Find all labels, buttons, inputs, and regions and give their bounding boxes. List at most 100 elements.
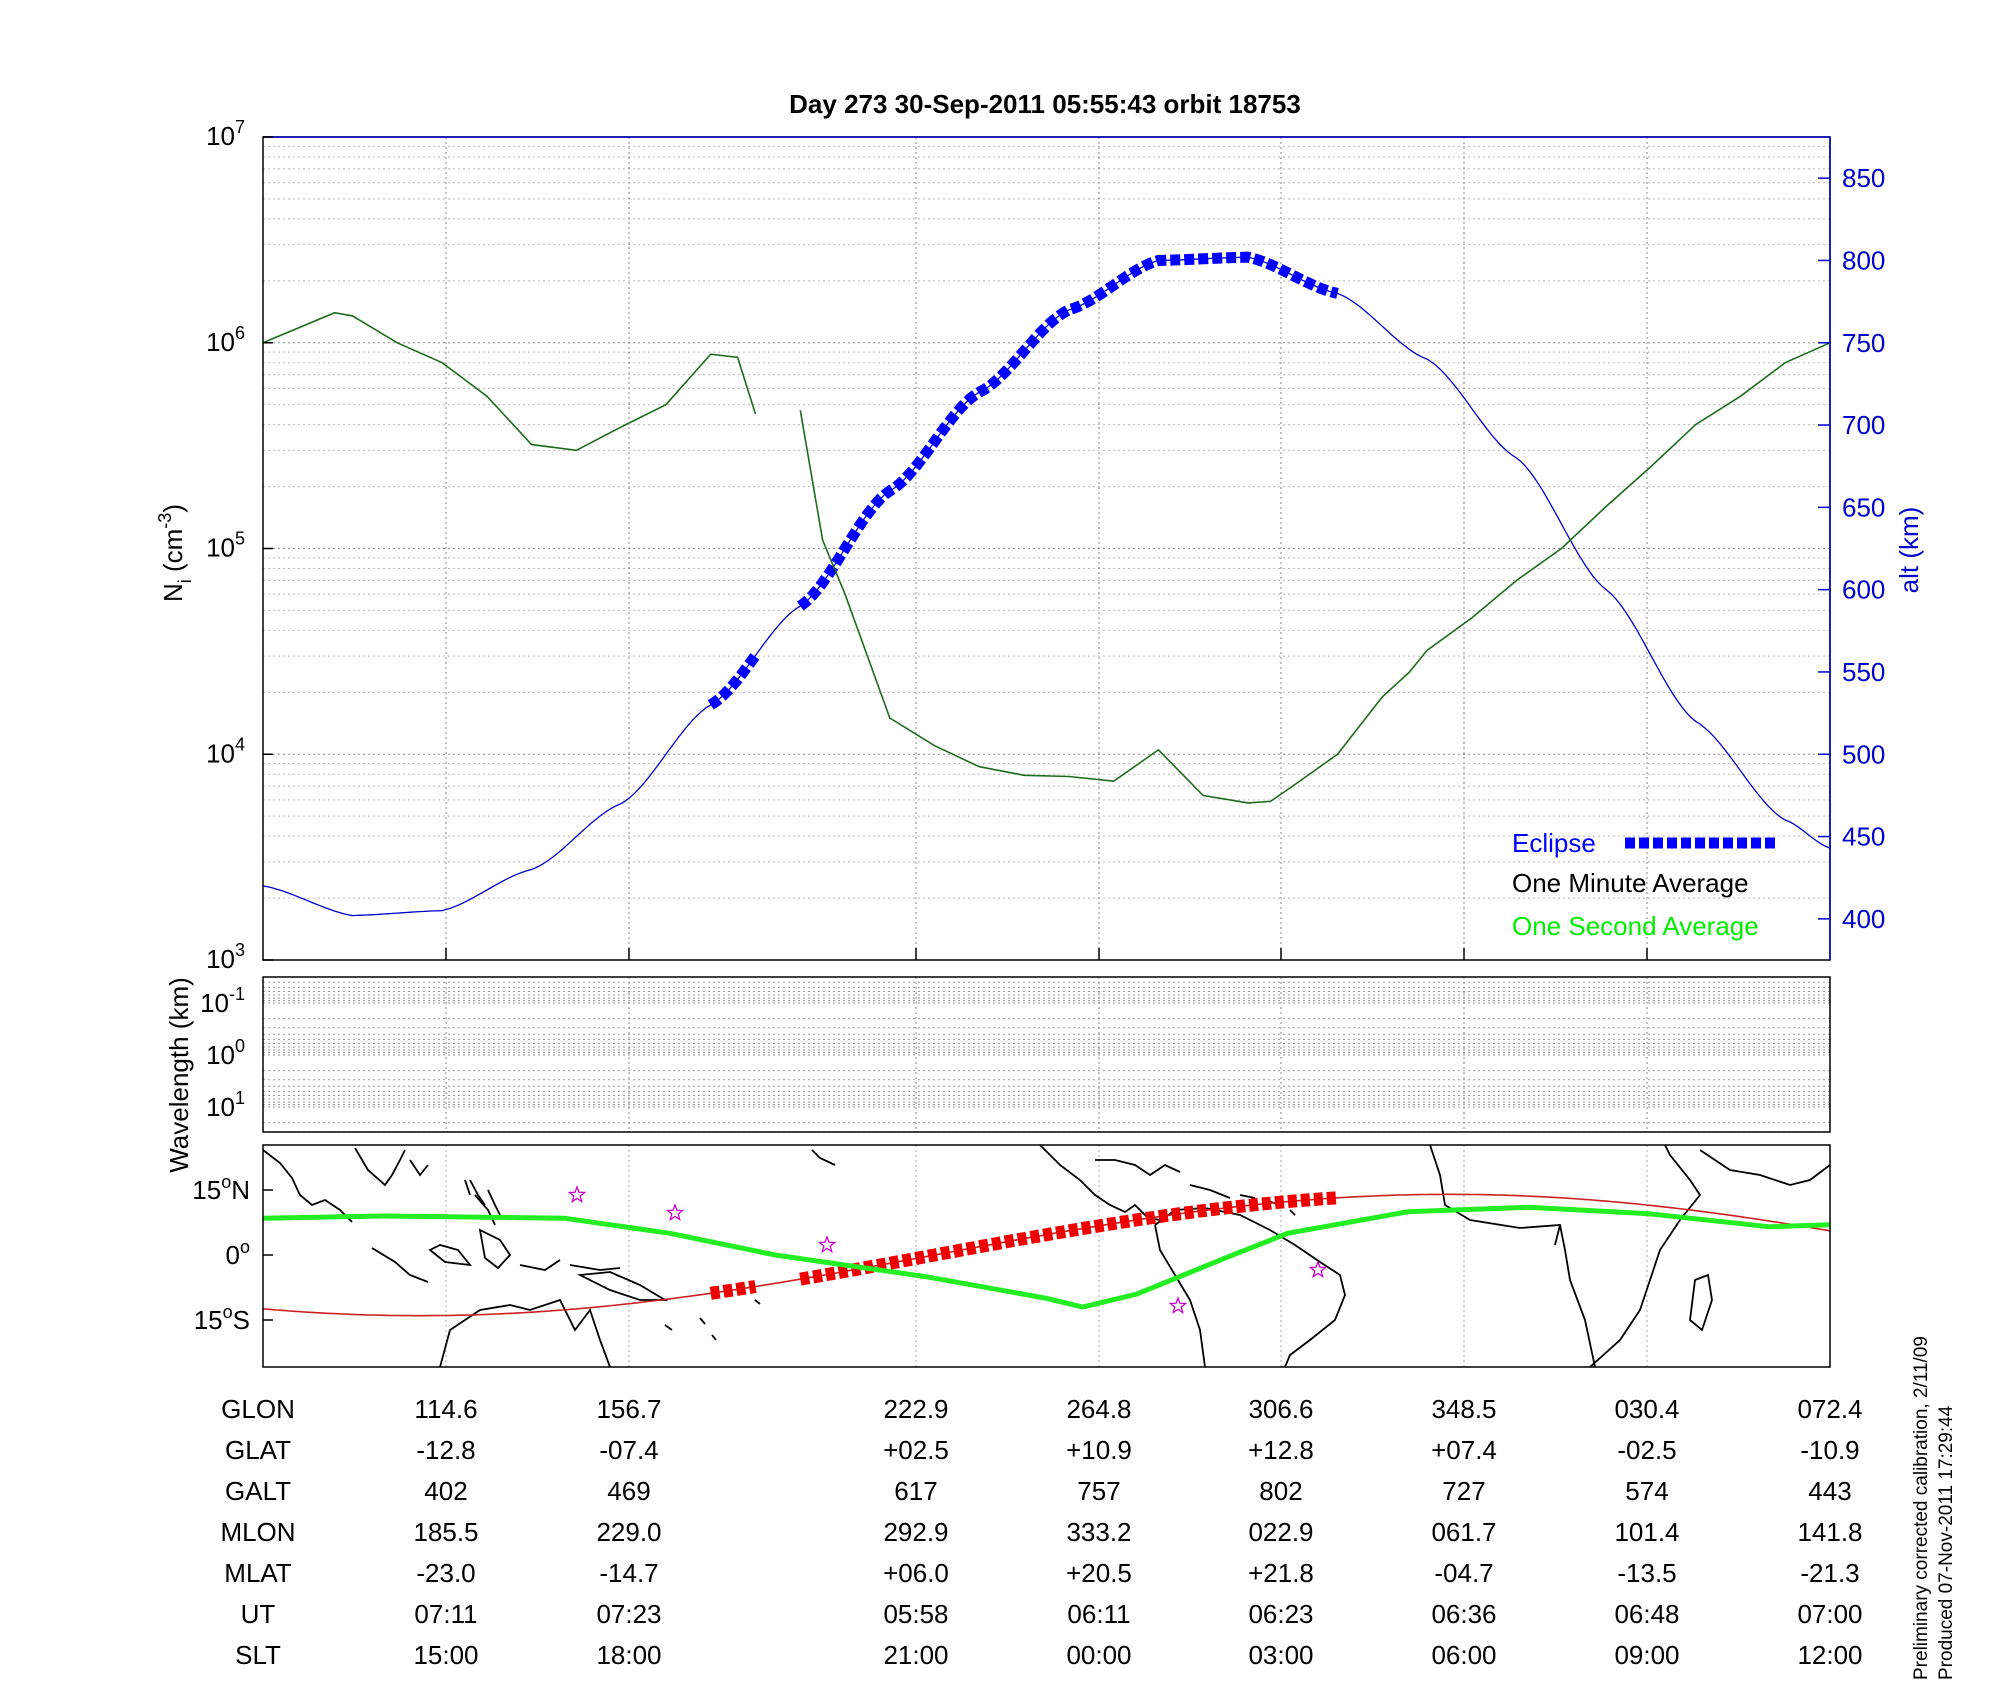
- top-right-y-ticks: 400 450 500 550 600 650 700 750 800 850: [445, 163, 1885, 960]
- coast-philippines: [469, 1179, 501, 1216]
- table-row-label: MLAT: [224, 1558, 292, 1588]
- density-curve-part-2: [799, 342, 1830, 804]
- top-panel: 103 104 105 106 107 400 450 500 550 600 650 700 750…: [155, 117, 1924, 974]
- coast-pacific-islands: [664, 1149, 836, 1341]
- top-left-y-ticks: 103 104 105 106 107: [206, 117, 273, 974]
- magnetic-equator: [263, 1204, 1830, 1310]
- altitude-curve: [263, 256, 1830, 917]
- eclipse-segment-1: [707, 652, 760, 710]
- wavelength-y-axis-label: Wavelength (km): [164, 977, 194, 1173]
- map-latitude-ticks: 15oN 0o 15oS: [192, 1172, 273, 1335]
- coast-arabia: [1699, 1149, 1830, 1186]
- table-cell: 222.9: [883, 1394, 948, 1424]
- top-panel-grid: [263, 137, 1830, 961]
- table-cell: 12:00: [1797, 1640, 1862, 1670]
- table-cell: -14.7: [599, 1558, 658, 1588]
- table-row-label: MLON: [220, 1517, 295, 1547]
- right-y-axis-label: alt (km): [1894, 507, 1924, 594]
- table-cell: 574: [1625, 1476, 1668, 1506]
- right-tick-label: 650: [1842, 492, 1885, 522]
- lat-tick-label: 15oN: [192, 1172, 250, 1205]
- table-cell: 21:00: [883, 1640, 948, 1670]
- legend: Eclipse One Minute Average One Second Av…: [1512, 828, 1778, 941]
- table-cell: -23.0: [416, 1558, 475, 1588]
- table-cell: 292.9: [883, 1517, 948, 1547]
- table-cell: +20.5: [1066, 1558, 1132, 1588]
- map-panel: 15oN 0o 15oS: [192, 1144, 1831, 1368]
- table-cell: -04.7: [1434, 1558, 1493, 1588]
- orbit-parameter-table: GLON 114.6 156.7 222.9 264.8 306.6 348.5 030.4 0…: [220, 1394, 1862, 1670]
- right-tick-label: 800: [1842, 245, 1885, 275]
- table-cell: 022.9: [1248, 1517, 1313, 1547]
- legend-one-second-label: One Second Average: [1512, 911, 1759, 941]
- right-tick-label: 400: [1842, 904, 1885, 934]
- table-cell: 402: [424, 1476, 467, 1506]
- table-cell: 06:11: [1067, 1599, 1130, 1629]
- wavelength-tick-label: 100: [206, 1036, 245, 1070]
- table-cell: +10.9: [1066, 1435, 1132, 1465]
- table-cell: 348.5: [1431, 1394, 1496, 1424]
- table-row-label: UT: [241, 1599, 276, 1629]
- station-star-icon: [817, 1235, 837, 1253]
- y-tick-label: 103: [206, 940, 245, 974]
- table-cell: 185.5: [413, 1517, 478, 1547]
- wavelength-tick-label: 101: [206, 1088, 245, 1122]
- right-tick-label: 700: [1842, 410, 1885, 440]
- table-cell: 072.4: [1797, 1394, 1862, 1424]
- produced-note: Produced 07-Nov-2011 17:29:44: [1936, 1405, 1957, 1680]
- table-cell: 09:00: [1614, 1640, 1679, 1670]
- table-row-label: GLAT: [225, 1435, 291, 1465]
- chart-title: Day 273 30-Sep-2011 05:55:43 orbit 18753: [789, 89, 1301, 119]
- map-panel-frame: [262, 1144, 1831, 1368]
- wavelength-panel-frame: [262, 976, 1831, 1133]
- legend-eclipse-label: Eclipse: [1512, 828, 1596, 858]
- map-grid: [445, 1145, 1648, 1367]
- top-y-axis-label: Ni (cm-3): [155, 504, 195, 602]
- table-cell: 06:23: [1248, 1599, 1313, 1629]
- table-cell: 229.0: [596, 1517, 661, 1547]
- coastlines: [263, 1145, 1830, 1367]
- table-row-label: SLT: [235, 1640, 281, 1670]
- table-cell: 264.8: [1066, 1394, 1131, 1424]
- table-cell: -12.8: [416, 1435, 475, 1465]
- table-cell: 101.4: [1614, 1517, 1679, 1547]
- table-cell: 141.8: [1797, 1517, 1862, 1547]
- coast-caribbean: [1189, 1184, 1296, 1216]
- map-eclipse-segment-1: [709, 1280, 757, 1300]
- calibration-note: Preliminary corrected calibration, 2/11/…: [1911, 1336, 1932, 1680]
- wavelength-panel: 10-1 100 101 Wavelength (km): [164, 976, 1831, 1173]
- table-cell: 757: [1077, 1476, 1120, 1506]
- y-tick-label: 107: [206, 117, 245, 151]
- y-tick-label: 104: [206, 734, 245, 768]
- map-panel-background: [263, 1145, 1830, 1367]
- right-tick-label: 550: [1842, 657, 1885, 687]
- lat-tick-label: 0o: [226, 1237, 250, 1270]
- table-cell: 07:00: [1797, 1599, 1862, 1629]
- table-cell: 03:00: [1248, 1640, 1313, 1670]
- table-cell: 07:23: [596, 1599, 661, 1629]
- table-cell: -21.3: [1800, 1558, 1859, 1588]
- table-cell: 617: [894, 1476, 937, 1506]
- station-star-icon: [567, 1185, 587, 1203]
- table-cell: 00:00: [1066, 1640, 1131, 1670]
- table-row-label: GALT: [225, 1476, 291, 1506]
- wavelength-panel-grid: [263, 977, 1830, 1133]
- coast-central-america: [1039, 1145, 1181, 1221]
- table-cell: -10.9: [1800, 1435, 1859, 1465]
- table-cell: -02.5: [1617, 1435, 1676, 1465]
- coast-australia: [439, 1298, 611, 1367]
- table-row-label: GLON: [221, 1394, 295, 1424]
- table-cell: +21.8: [1248, 1558, 1314, 1588]
- y-tick-label: 106: [206, 323, 245, 357]
- wavelength-y-ticks: 10-1 100 101: [200, 984, 245, 1122]
- lat-tick-label: 15oS: [194, 1302, 250, 1335]
- table-cell: 06:36: [1431, 1599, 1496, 1629]
- right-tick-label: 450: [1842, 822, 1885, 852]
- table-cell: -07.4: [599, 1435, 658, 1465]
- coast-africa: [1429, 1145, 1702, 1367]
- coast-indonesia: [371, 1179, 621, 1283]
- table-cell: 18:00: [596, 1640, 661, 1670]
- table-cell: 333.2: [1066, 1517, 1131, 1547]
- right-tick-label: 850: [1842, 163, 1885, 193]
